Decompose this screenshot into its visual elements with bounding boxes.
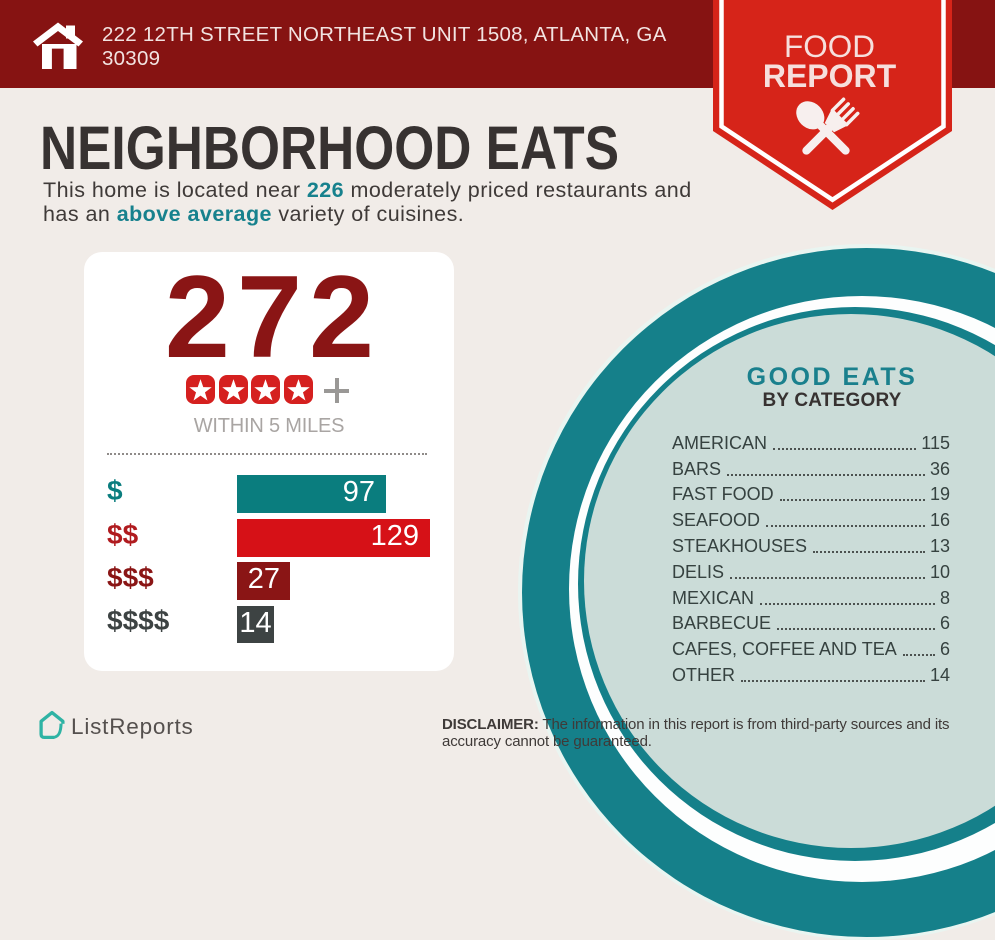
svg-text:REPORT: REPORT	[763, 58, 897, 94]
svg-text:FOOD: FOOD	[784, 28, 875, 64]
